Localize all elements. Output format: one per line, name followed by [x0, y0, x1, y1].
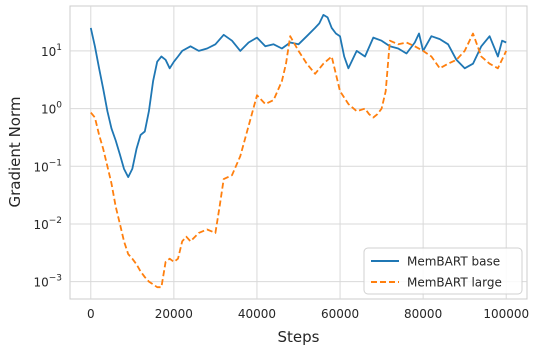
svg-text:10−2: 10−2: [33, 216, 62, 232]
x-tick-label: 100000: [483, 307, 529, 321]
x-axis-title: Steps: [278, 328, 320, 346]
svg-text:10−3: 10−3: [33, 274, 62, 290]
x-tick-label: 40000: [238, 307, 276, 321]
x-tick-label: 20000: [155, 307, 193, 321]
x-tick-label: 80000: [404, 307, 442, 321]
series-line-0: [89, 13, 507, 179]
svg-text:10−1: 10−1: [33, 158, 62, 174]
y-axis-title: Gradient Norm: [6, 97, 24, 208]
x-tick-label: 60000: [321, 307, 359, 321]
y-tick-label: 10−2: [33, 216, 62, 232]
svg-text:100: 100: [41, 101, 62, 117]
series-layer: [89, 13, 508, 289]
y-tick-label: 10−1: [33, 158, 62, 174]
x-tick-label: 0: [87, 307, 95, 321]
x-tick-labels: 0 20000 40000 60000 80000 100000: [87, 307, 529, 321]
svg-text:101: 101: [41, 43, 62, 59]
legend-label-large: MemBART large: [407, 276, 502, 290]
y-tick-label: 10−3: [33, 274, 62, 290]
legend-label-base: MemBART base: [407, 255, 500, 269]
y-tick-label: 101: [41, 43, 62, 59]
legend: MemBART base MemBART large: [363, 247, 523, 295]
legend-box: [363, 247, 523, 295]
series-line-1: [90, 32, 508, 289]
y-tick-labels: 10−3 10−2 10−1 100 101: [33, 43, 62, 290]
y-tick-label: 100: [41, 101, 62, 117]
